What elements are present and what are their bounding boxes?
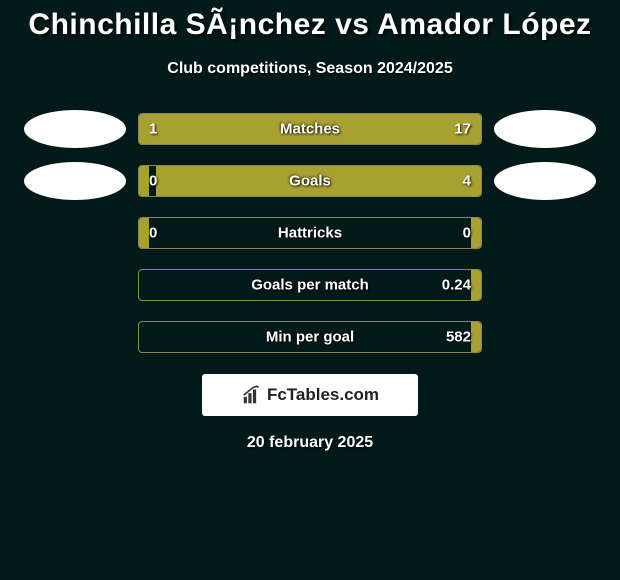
stat-row: Goals per match0.24	[0, 266, 620, 304]
stat-label: Goals per match	[139, 277, 481, 294]
stat-row: 1Matches17	[0, 110, 620, 148]
photo-placeholder	[494, 266, 596, 304]
stat-value-right: 17	[454, 121, 471, 138]
logo-text: FcTables.com	[267, 385, 379, 405]
stat-row: Min per goal582	[0, 318, 620, 356]
stat-bar: Min per goal582	[138, 321, 482, 353]
stat-value-right: 0.24	[442, 277, 471, 294]
stat-value-right: 0	[463, 225, 471, 242]
stat-label: Matches	[139, 121, 481, 138]
chart-icon	[241, 384, 263, 406]
stat-label: Min per goal	[139, 329, 481, 346]
photo-placeholder	[494, 318, 596, 356]
photo-placeholder	[24, 318, 126, 356]
stat-row: 0Hattricks0	[0, 214, 620, 252]
stat-label: Goals	[139, 173, 481, 190]
player-photo-right	[494, 110, 596, 148]
player-photo-right	[494, 162, 596, 200]
photo-placeholder	[24, 266, 126, 304]
stat-value-right: 582	[446, 329, 471, 346]
photo-placeholder	[24, 214, 126, 252]
stat-bar: Goals per match0.24	[138, 269, 482, 301]
stat-bar: 0Hattricks0	[138, 217, 482, 249]
stat-label: Hattricks	[139, 225, 481, 242]
player-photo-left	[24, 162, 126, 200]
comparison-subtitle: Club competitions, Season 2024/2025	[0, 60, 620, 78]
stat-bar: 1Matches17	[138, 113, 482, 145]
stat-value-right: 4	[463, 173, 471, 190]
stat-bar: 0Goals4	[138, 165, 482, 197]
snapshot-date: 20 february 2025	[0, 434, 620, 452]
player-photo-left	[24, 110, 126, 148]
fctables-logo[interactable]: FcTables.com	[202, 374, 418, 416]
photo-placeholder	[494, 214, 596, 252]
stat-row: 0Goals4	[0, 162, 620, 200]
comparison-title: Chinchilla SÃ¡nchez vs Amador López	[0, 8, 620, 42]
